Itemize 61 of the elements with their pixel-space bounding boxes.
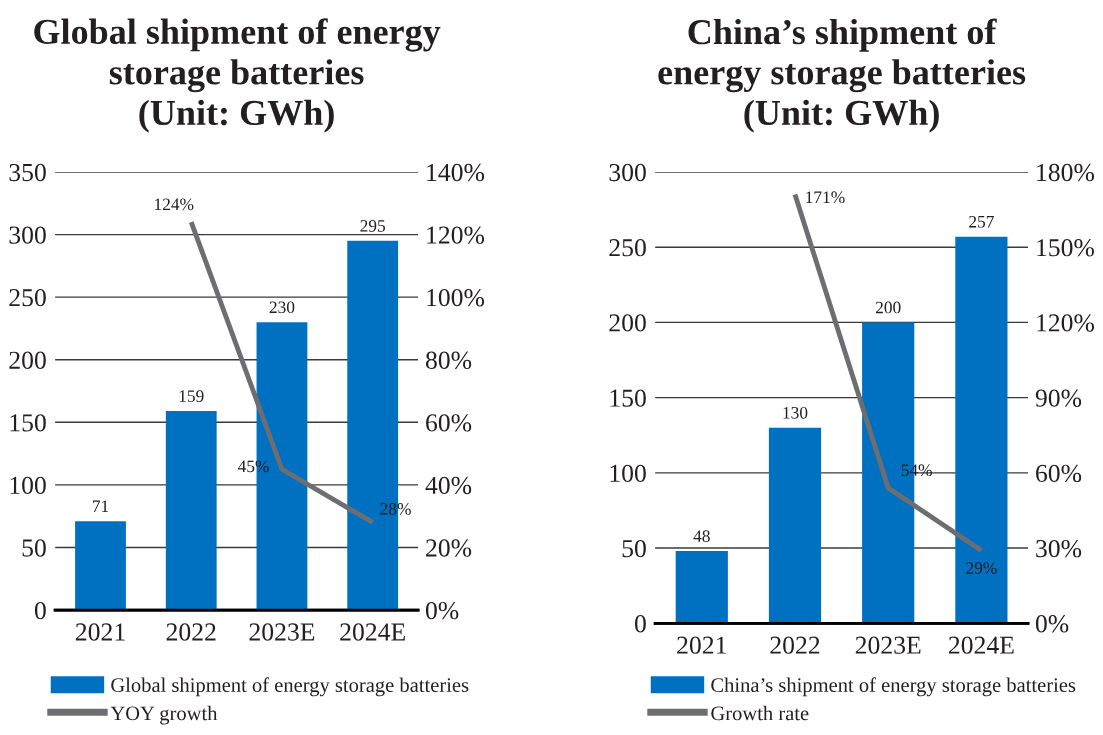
y-tick-label: 0	[34, 601, 46, 620]
data-label: 71	[92, 500, 109, 512]
y2-tick-label: 120%	[427, 226, 485, 244]
legend-label: Global shipment of energy storage batteries	[111, 677, 469, 697]
y2-tick-label: 100%	[427, 288, 485, 307]
y2-tick-label: 20%	[426, 539, 472, 557]
y2-tick-label: 60%	[1036, 464, 1082, 483]
y2-tick-label: 90%	[1035, 389, 1082, 407]
x-tick-label: 2022	[770, 636, 820, 654]
y-tick-label: 250	[609, 239, 646, 257]
y-tick-label: 150	[610, 389, 646, 407]
chart-title: China’s shipment of energy storage batteries (Unit: GWh)	[658, 18, 1026, 133]
data-label: 230	[269, 301, 295, 314]
y2-tick-label: 120%	[1037, 314, 1095, 332]
bar	[955, 236, 1008, 624]
x-tick-label: 2023E	[855, 636, 921, 654]
data-label: 130	[783, 406, 808, 419]
data-label: 159	[179, 390, 204, 402]
y2-tick-label: 30%	[1036, 539, 1082, 558]
y-tick-label: 300	[9, 226, 46, 244]
data-label: 257	[969, 215, 994, 228]
chart-title: Global shipment of energy storage batteries (Unit: GWh)	[34, 18, 441, 133]
y2-tick-label: 40%	[425, 476, 472, 495]
y-tick-label: 50	[622, 539, 646, 558]
y-tick-label: 50	[22, 539, 46, 557]
y2-tick-label: 150%	[1037, 239, 1095, 257]
x-tick-label: 2021	[677, 636, 726, 654]
data-label: 54%	[901, 464, 932, 477]
y2-tick-label: 80%	[425, 351, 472, 369]
data-label: 171%	[806, 191, 845, 204]
x-tick-label: 2024E	[948, 636, 1014, 654]
data-label: 124%	[155, 198, 194, 211]
legend-label: China’s shipment of energy storage batteries	[711, 677, 1076, 697]
y2-tick-label: 140%	[427, 163, 485, 182]
y-tick-label: 150	[10, 414, 46, 432]
y-tick-label: 200	[9, 351, 46, 369]
legend-label: Growth rate	[711, 705, 809, 721]
bar	[768, 427, 822, 624]
y-tick-label: 100	[610, 464, 646, 483]
bar	[75, 521, 126, 611]
y-tick-label: 300	[609, 163, 646, 182]
x-tick-label: 2023E	[249, 623, 315, 641]
x-tick-label: 2021	[75, 623, 125, 641]
y-tick-label: 0	[634, 615, 646, 633]
x-tick-label: 2024E	[340, 623, 405, 641]
bar	[675, 551, 728, 624]
y2-tick-label: 0%	[1035, 615, 1069, 633]
bar	[165, 411, 217, 611]
data-label: 48	[693, 530, 710, 542]
data-label: 295	[360, 220, 386, 232]
data-label: 29%	[966, 562, 997, 574]
y-tick-label: 100	[10, 476, 46, 495]
y2-tick-label: 180%	[1037, 163, 1095, 182]
data-label: 200	[875, 301, 901, 314]
x-tick-label: 2022	[166, 623, 216, 641]
y-tick-label: 200	[609, 314, 646, 332]
y2-tick-label: 0%	[425, 601, 459, 620]
legend-label: YOY growth	[110, 705, 218, 725]
y-tick-label: 350	[9, 163, 46, 182]
y-tick-label: 250	[9, 288, 46, 307]
y2-tick-label: 60%	[426, 414, 472, 432]
